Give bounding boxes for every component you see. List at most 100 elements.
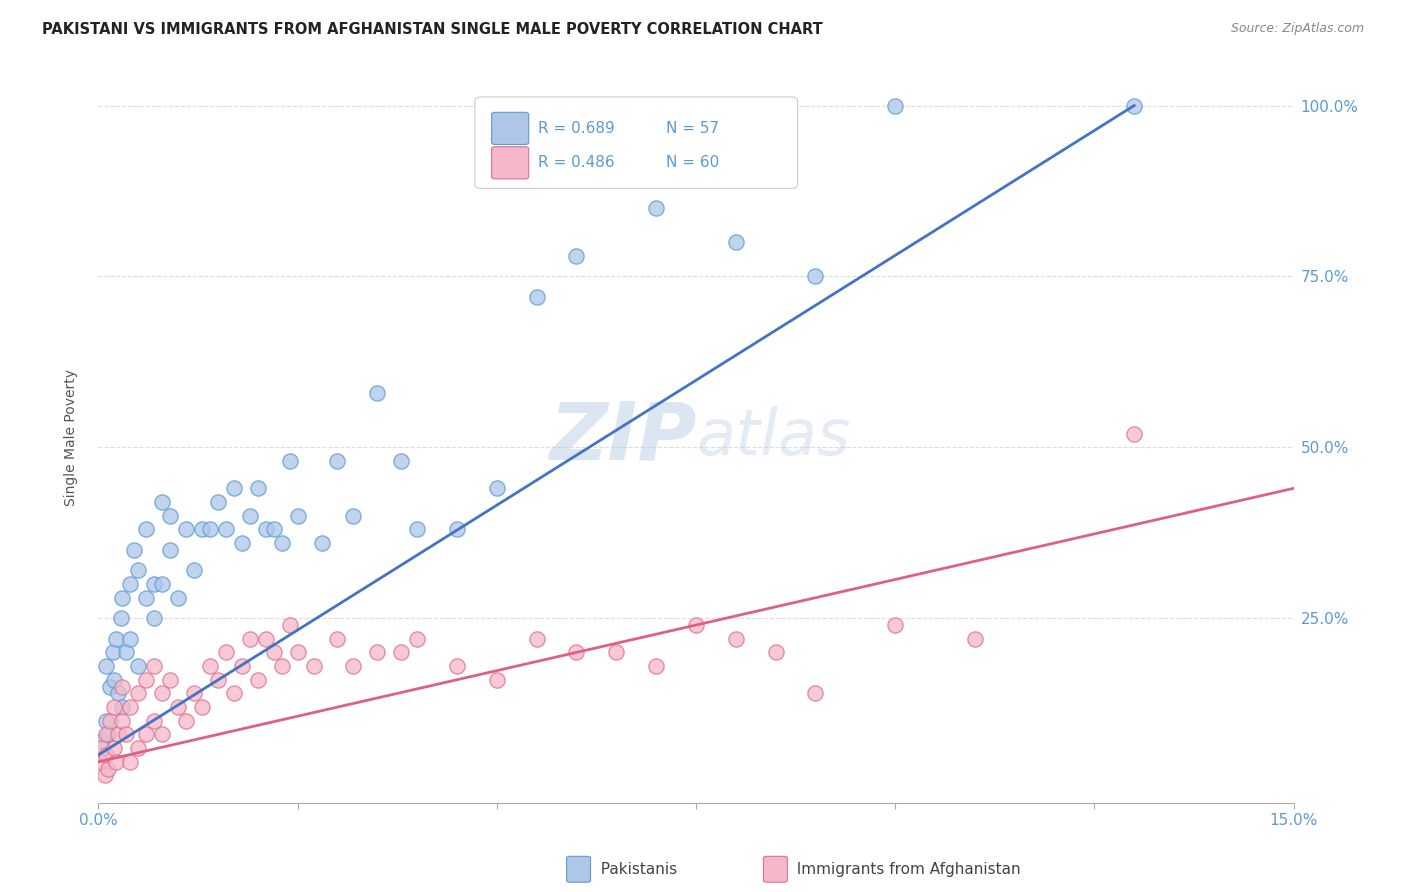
Point bbox=[150, 495, 173, 509]
Point bbox=[239, 632, 262, 646]
Point bbox=[278, 454, 301, 468]
Point bbox=[302, 659, 325, 673]
Point bbox=[174, 522, 197, 536]
Text: Immigrants from Afghanistan: Immigrants from Afghanistan bbox=[787, 863, 1021, 877]
Point bbox=[254, 632, 277, 646]
Point bbox=[111, 714, 134, 728]
Point bbox=[115, 645, 138, 659]
Point bbox=[120, 632, 142, 646]
Point bbox=[183, 686, 205, 700]
Point bbox=[127, 563, 149, 577]
Point bbox=[278, 618, 301, 632]
Point bbox=[100, 714, 122, 728]
Point bbox=[215, 522, 238, 536]
Point bbox=[143, 659, 166, 673]
Point bbox=[174, 714, 197, 728]
Point bbox=[389, 645, 412, 659]
Point bbox=[107, 727, 129, 741]
Point bbox=[565, 645, 588, 659]
Y-axis label: Single Male Poverty: Single Male Poverty bbox=[63, 368, 77, 506]
Point bbox=[159, 508, 181, 523]
Point bbox=[120, 755, 142, 769]
Point bbox=[1123, 98, 1146, 112]
Point bbox=[326, 632, 349, 646]
Point bbox=[91, 734, 114, 748]
Point bbox=[884, 98, 907, 112]
Point bbox=[159, 542, 181, 557]
Point bbox=[90, 755, 112, 769]
Point bbox=[526, 290, 548, 304]
Point bbox=[311, 536, 333, 550]
Point bbox=[111, 680, 134, 694]
Point bbox=[222, 481, 245, 495]
Point bbox=[724, 632, 747, 646]
Point bbox=[565, 249, 588, 263]
Point bbox=[270, 659, 292, 673]
Point bbox=[143, 577, 166, 591]
Point bbox=[406, 522, 429, 536]
Point bbox=[207, 495, 229, 509]
Text: Source: ZipAtlas.com: Source: ZipAtlas.com bbox=[1230, 22, 1364, 36]
Point bbox=[107, 686, 129, 700]
FancyBboxPatch shape bbox=[492, 146, 529, 179]
Point bbox=[685, 618, 707, 632]
Point bbox=[207, 673, 229, 687]
Point bbox=[101, 645, 124, 659]
Point bbox=[366, 385, 388, 400]
FancyBboxPatch shape bbox=[475, 97, 797, 188]
Point bbox=[143, 611, 166, 625]
Point bbox=[326, 454, 349, 468]
Point bbox=[150, 727, 173, 741]
Text: R = 0.486: R = 0.486 bbox=[538, 155, 614, 170]
Text: N = 60: N = 60 bbox=[666, 155, 720, 170]
Text: R = 0.689: R = 0.689 bbox=[538, 121, 614, 136]
Point bbox=[246, 481, 269, 495]
Point bbox=[103, 700, 125, 714]
Point bbox=[115, 727, 138, 741]
Point bbox=[645, 201, 668, 215]
Point bbox=[91, 741, 114, 756]
Text: N = 57: N = 57 bbox=[666, 121, 720, 136]
Point bbox=[231, 659, 253, 673]
Point bbox=[406, 632, 429, 646]
Point bbox=[96, 714, 118, 728]
Point bbox=[884, 618, 907, 632]
Point bbox=[120, 700, 142, 714]
Point bbox=[110, 611, 132, 625]
Point bbox=[135, 673, 157, 687]
Point bbox=[124, 542, 146, 557]
Point bbox=[263, 522, 285, 536]
Point bbox=[645, 659, 668, 673]
Point bbox=[389, 454, 412, 468]
Point bbox=[765, 645, 787, 659]
Point bbox=[104, 755, 127, 769]
Point bbox=[127, 659, 149, 673]
Point bbox=[135, 522, 157, 536]
Point bbox=[804, 686, 827, 700]
Point bbox=[198, 522, 221, 536]
Point bbox=[111, 700, 134, 714]
Point bbox=[231, 536, 253, 550]
Point bbox=[97, 762, 120, 776]
Point bbox=[96, 659, 118, 673]
Point bbox=[94, 768, 117, 782]
Point bbox=[120, 577, 142, 591]
Point bbox=[103, 673, 125, 687]
Point bbox=[446, 522, 468, 536]
Point bbox=[724, 235, 747, 250]
Point bbox=[963, 632, 986, 646]
Point bbox=[96, 747, 118, 762]
Point bbox=[97, 727, 120, 741]
Point bbox=[804, 269, 827, 284]
Point bbox=[198, 659, 221, 673]
Point bbox=[135, 591, 157, 605]
Point bbox=[526, 632, 548, 646]
Point bbox=[191, 700, 214, 714]
FancyBboxPatch shape bbox=[492, 112, 529, 145]
Point bbox=[215, 645, 238, 659]
Point bbox=[159, 673, 181, 687]
Point bbox=[246, 673, 269, 687]
Point bbox=[239, 508, 262, 523]
Point bbox=[254, 522, 277, 536]
Point bbox=[222, 686, 245, 700]
